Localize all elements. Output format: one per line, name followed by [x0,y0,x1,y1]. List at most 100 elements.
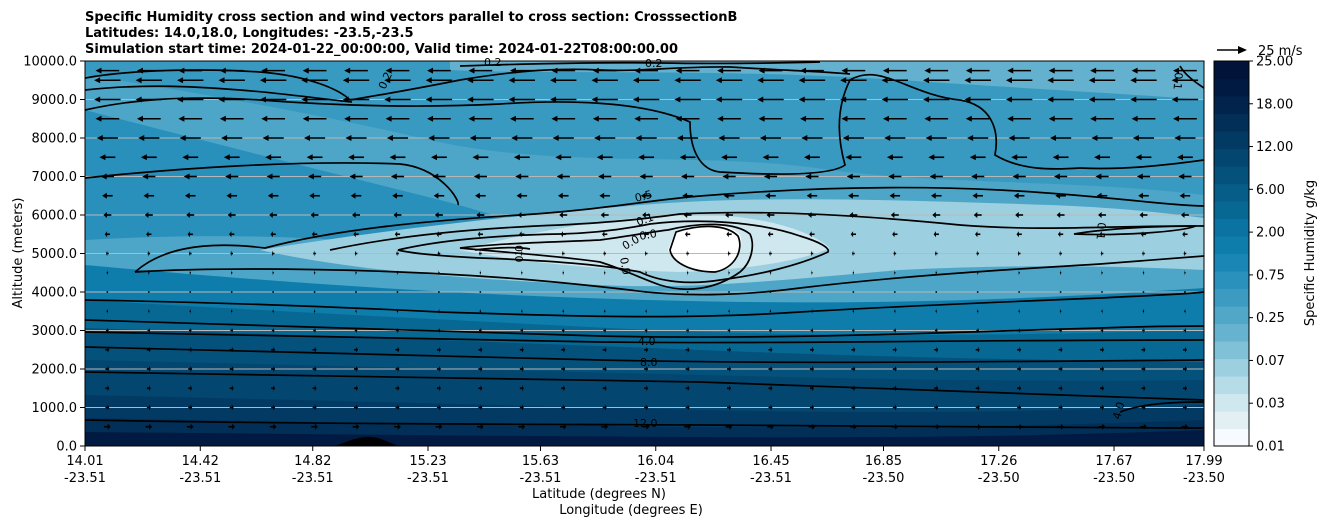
wind-vector-head [104,231,108,238]
x-tick-longitude: -23.50 [978,471,1020,486]
wind-vector-head [893,250,895,257]
wind-vector-head [190,327,192,334]
wind-vector-head [356,423,360,430]
wind-vector [850,423,857,430]
wind-vector [680,173,695,180]
wind-vector-head [313,250,315,257]
wind-vector-head [344,115,351,122]
wind-vector-head [846,173,853,180]
wind-vector-head [978,423,981,430]
wind-vector-head [1019,385,1022,392]
wind-vector-head [522,346,524,353]
wind-vector-head [762,154,769,161]
wind-vector [894,308,896,315]
wind-vector [592,115,617,122]
wind-vector-head [480,308,482,315]
wind-vector [231,308,233,315]
wind-vector [1091,135,1113,141]
wind-vector [932,212,941,218]
wind-vector-head [687,366,690,372]
wind-vector-head [273,385,276,392]
wind-vector [188,346,193,353]
wind-vector [810,327,814,334]
wind-vector [219,115,244,122]
wind-vector-head [231,385,234,392]
wind-vector-head [1174,135,1181,141]
wind-vector-head [729,308,730,315]
wind-vector [354,250,358,257]
wind-vector-head [717,115,724,122]
wind-vector [1016,231,1022,238]
wind-vector [267,192,279,199]
wind-vector [259,96,287,103]
wind-vector-head [1094,154,1101,161]
wind-vector-head [107,308,109,315]
wind-vector-head [884,135,891,141]
wind-vector-head [142,173,149,180]
wind-vector-head [757,96,764,103]
wind-vector [311,231,318,238]
wind-vector [99,154,116,161]
wind-vector-head [725,212,729,218]
wind-vector [104,423,111,430]
wind-vector-head [1017,250,1020,257]
y-tick-label: 7000.0 [32,170,78,185]
wind-vector [301,77,328,84]
wind-vector-head [273,327,275,334]
wind-vector-head [384,96,391,103]
wind-vector-head [480,327,482,334]
wind-vector [934,250,938,257]
colorbar-segment [1214,411,1249,430]
wind-vector [852,269,855,276]
wind-vector [1178,173,1192,180]
wind-vector-head [269,212,273,218]
wind-vector [1174,135,1196,141]
wind-vector-head [928,154,935,161]
wind-vector-head [272,269,274,276]
wind-vector [634,67,659,74]
wind-vector [849,212,858,218]
wind-vector [934,346,939,353]
wind-vector-head [190,385,193,392]
wind-vector-head [551,67,558,74]
colorbar-segment [1214,201,1249,220]
wind-vector-head [439,327,441,334]
wind-vector [1057,423,1064,430]
wind-vector [1088,96,1116,103]
wind-vector [146,346,151,353]
wind-vector-head [840,77,847,84]
wind-vector [469,135,491,141]
wind-vector [809,385,814,392]
wind-vector-head [352,212,356,218]
wind-vector-head [687,346,690,353]
wind-vector [1140,423,1147,430]
wind-vector [769,327,772,334]
wind-vector [136,115,161,122]
colorbar-tick-label: 0.25 [1256,311,1285,326]
wind-vector-head [758,67,765,74]
colorbar-segment [1214,218,1249,237]
wind-vector [768,346,773,353]
wind-vector [427,115,451,122]
wind-vector [1180,212,1189,218]
wind-vector [1053,173,1068,180]
wind-vector [229,346,234,353]
wind-vector [396,269,399,276]
wind-vector [1142,327,1145,334]
wind-vector [601,423,608,430]
wind-vector-head [1135,154,1142,161]
contour-line [1079,159,1204,170]
wind-vector-head [186,212,190,218]
wind-vector [975,346,980,353]
wind-vector [231,269,233,276]
wind-vector [229,385,234,392]
wind-vector-head [96,135,103,141]
wind-vector [1052,154,1069,161]
wind-vector-head [936,327,938,334]
wind-vector [599,192,610,199]
wind-vector-head [646,346,649,353]
wind-vector [684,231,691,238]
wind-vector-head [1136,173,1143,180]
wind-vector [1050,135,1072,141]
